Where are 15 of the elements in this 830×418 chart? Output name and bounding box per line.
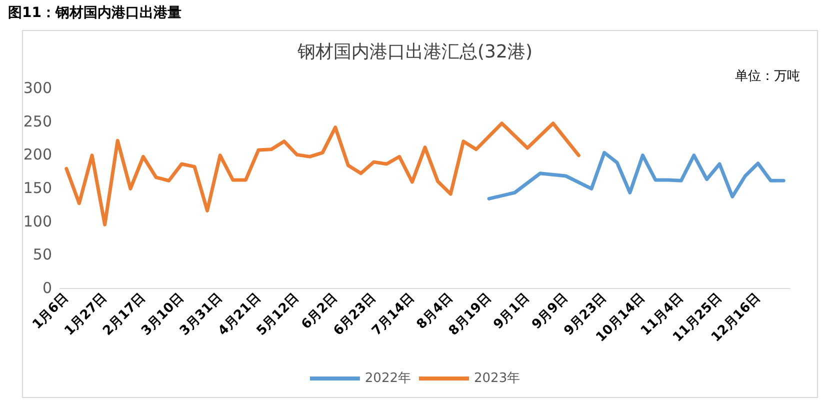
legend-label: 2022年: [364, 371, 412, 386]
text: 单位：万吨: [735, 69, 800, 84]
y-tick-label: 50: [32, 246, 52, 264]
y-tick-label: 200: [23, 146, 52, 164]
line-series: [487, 150, 786, 200]
line-series: [64, 122, 580, 226]
y-tick-label: 0: [42, 279, 52, 297]
legend-label: 2023年: [474, 371, 520, 386]
caption: 图11：钢材国内港口出港量: [8, 5, 182, 21]
x-tick-label: 9月1日: [490, 290, 533, 332]
y-tick-label: 300: [23, 79, 52, 97]
chart-title: 钢材国内港口出港汇总(32港): [296, 42, 532, 62]
y-tick-label: 250: [23, 112, 52, 130]
y-tick-label: 150: [23, 179, 52, 197]
y-tick-label: 100: [23, 212, 52, 230]
